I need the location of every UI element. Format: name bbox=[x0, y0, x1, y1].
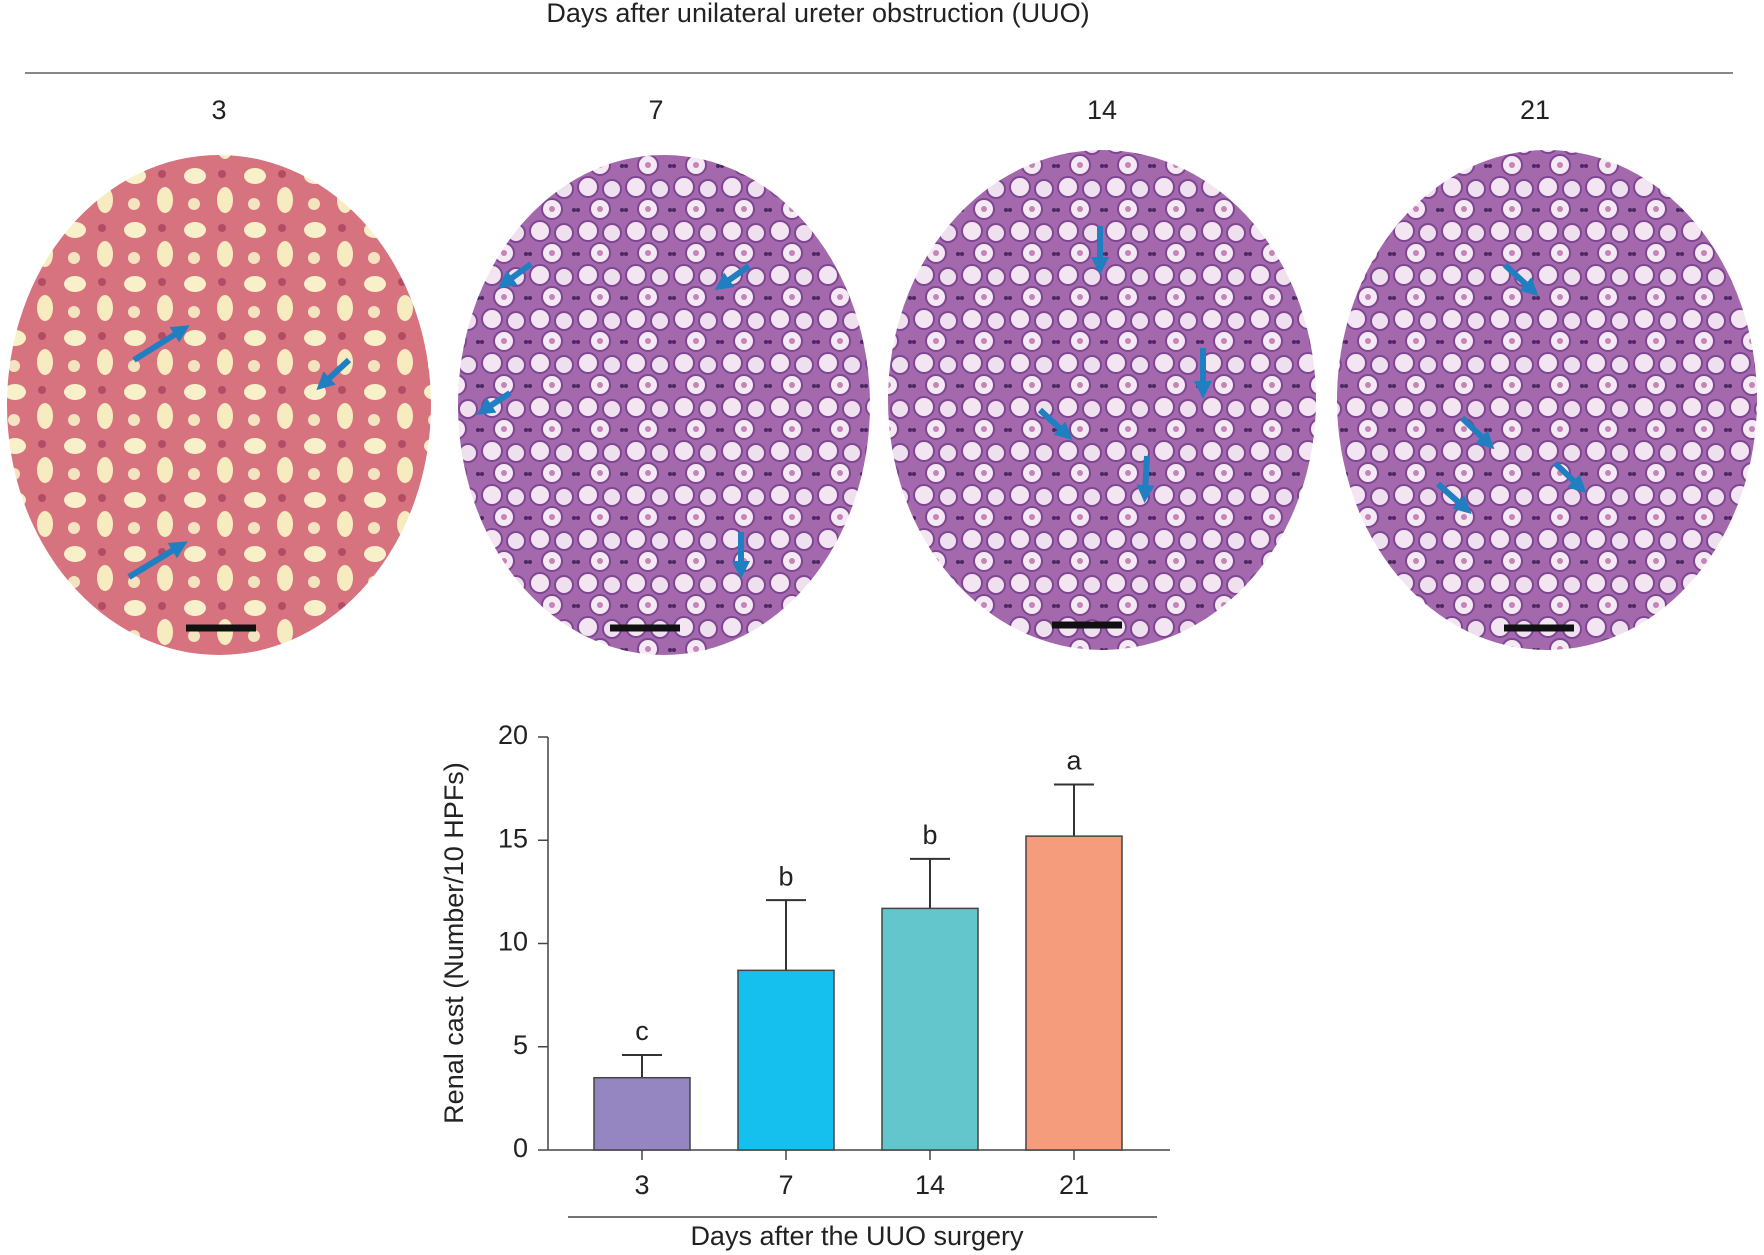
bar bbox=[881, 907, 979, 1151]
y-tick-label: 10 bbox=[498, 927, 528, 957]
bar bbox=[1025, 835, 1123, 1151]
significance-letter: b bbox=[922, 820, 937, 850]
panel-label: 21 bbox=[1520, 95, 1550, 125]
x-tick-label: 3 bbox=[634, 1170, 649, 1200]
significance-letter: c bbox=[635, 1016, 649, 1046]
y-tick-label: 0 bbox=[513, 1133, 528, 1163]
panel-label: 14 bbox=[1087, 95, 1117, 125]
micrograph bbox=[888, 150, 1316, 650]
y-tick-label: 15 bbox=[498, 823, 528, 853]
micrograph bbox=[7, 155, 431, 655]
y-tick-label: 20 bbox=[498, 720, 528, 750]
significance-letter: b bbox=[778, 861, 793, 891]
bar bbox=[737, 969, 835, 1151]
panel-label: 3 bbox=[211, 95, 226, 125]
y-tick-label: 5 bbox=[513, 1030, 528, 1060]
x-tick-label: 14 bbox=[915, 1170, 945, 1200]
figure-title: Days after unilateral ureter obstruction… bbox=[546, 0, 1089, 28]
y-axis-label: Renal cast (Number/10 HPFs) bbox=[439, 762, 469, 1124]
significance-letter: a bbox=[1066, 746, 1082, 776]
micrograph bbox=[458, 155, 870, 655]
bar bbox=[593, 1076, 691, 1151]
x-tick-label: 7 bbox=[778, 1170, 793, 1200]
panel-label: 7 bbox=[648, 95, 663, 125]
x-axis-label: Days after the UUO surgery bbox=[690, 1221, 1024, 1251]
micrograph bbox=[1337, 150, 1757, 650]
x-tick-label: 21 bbox=[1059, 1170, 1089, 1200]
scale-bars bbox=[186, 621, 1574, 632]
arrows bbox=[127, 226, 1587, 580]
